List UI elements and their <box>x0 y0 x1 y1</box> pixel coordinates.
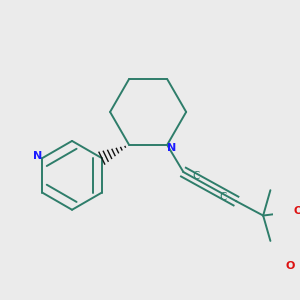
Text: O: O <box>294 206 300 216</box>
Text: N: N <box>167 142 176 153</box>
Text: C: C <box>220 191 227 202</box>
Text: N: N <box>33 151 42 161</box>
Text: C: C <box>192 171 200 181</box>
Text: O: O <box>286 261 295 271</box>
